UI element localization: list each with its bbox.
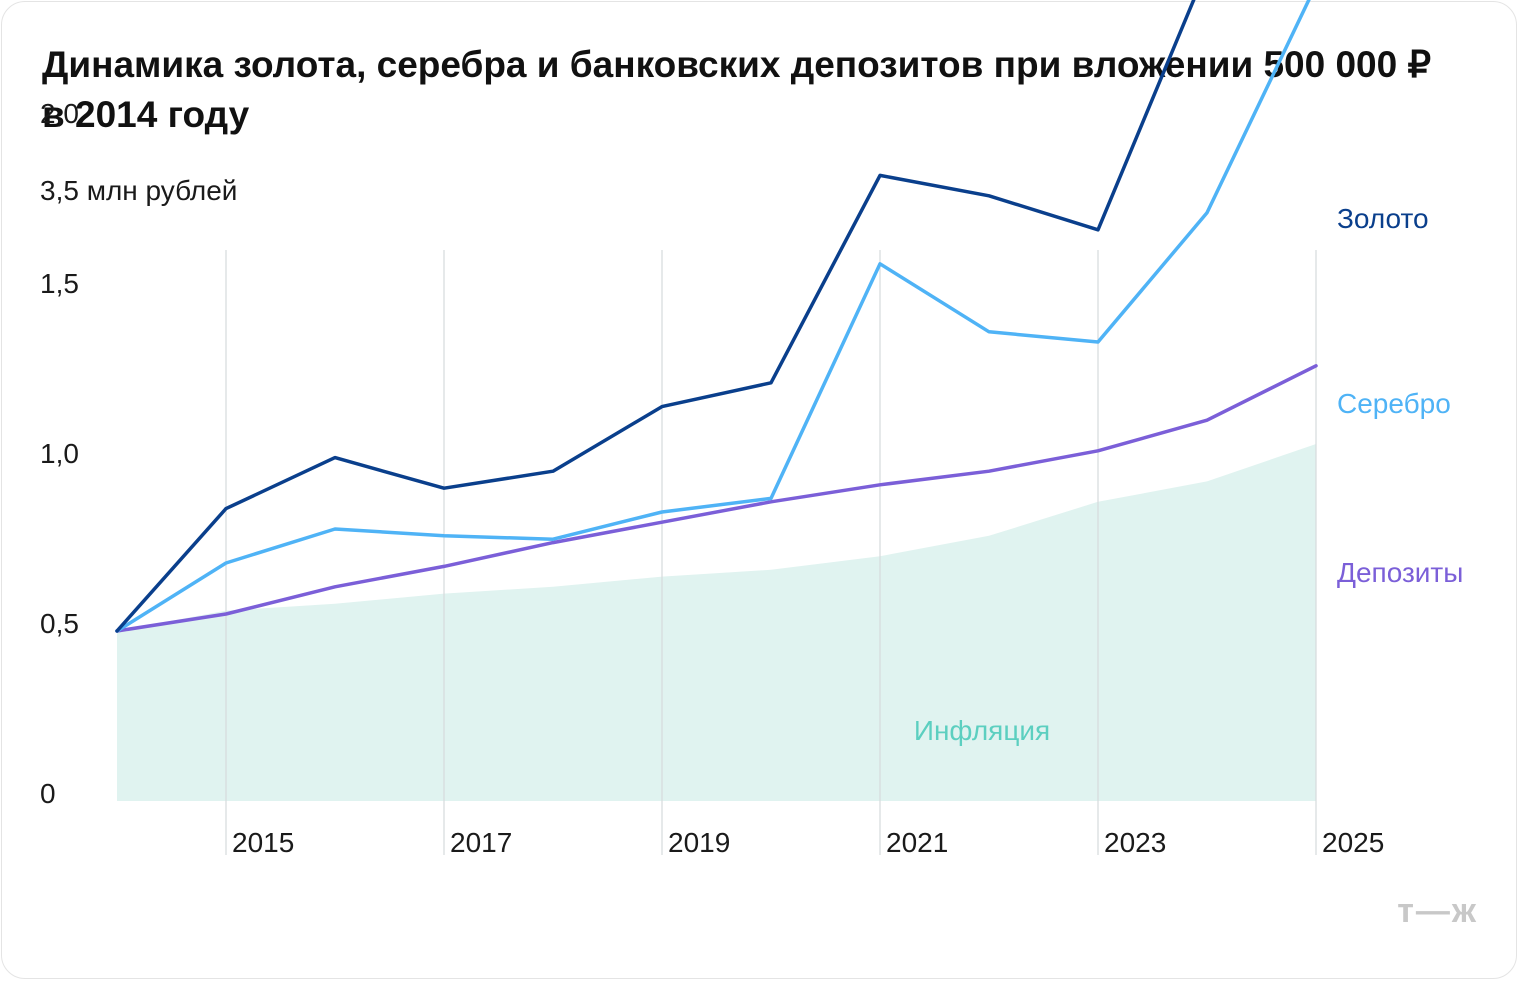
y-tick-label-2: 1,0 xyxy=(40,438,79,469)
series-label-Серебро: Серебро xyxy=(1337,388,1451,419)
y-tick-label-1: 0,5 xyxy=(40,608,79,639)
series-line-Депозиты xyxy=(115,364,1318,633)
tzh-logo: т—ж xyxy=(1397,892,1478,930)
x-tick-label-2025: 2025 xyxy=(1322,827,1384,858)
y-axis-unit-label: 3,5 млн рублей xyxy=(40,175,237,206)
series-line-Золото xyxy=(115,0,1196,633)
y-tick-label-0: 0 xyxy=(40,778,56,809)
chart-title: Динамика золота, серебра и банковских де… xyxy=(42,44,1432,135)
line-layer xyxy=(115,0,1318,633)
series-label-Депозиты: Депозиты xyxy=(1337,557,1463,588)
x-tick-label-2017: 2017 xyxy=(450,827,512,858)
inflation-series-label: Инфляция xyxy=(914,715,1050,746)
y-tick-label-4: 2,0 xyxy=(40,98,79,129)
y-tick-label-3: 1,5 xyxy=(40,268,79,299)
area-layer xyxy=(117,444,1316,801)
grid-layer xyxy=(225,250,1317,855)
label-layer: Инфляция 2015 2017 2019 2021 2023 2025 0 0,5 1,0 1… xyxy=(40,98,1463,858)
x-tick-label-2015: 2015 xyxy=(232,827,294,858)
inflation-area xyxy=(117,444,1316,801)
x-tick-label-2019: 2019 xyxy=(668,827,730,858)
x-tick-label-2023: 2023 xyxy=(1104,827,1166,858)
series-line-Серебро xyxy=(115,0,1311,633)
series-label-Золото: Золото xyxy=(1337,203,1429,234)
x-tick-label-2021: 2021 xyxy=(886,827,948,858)
